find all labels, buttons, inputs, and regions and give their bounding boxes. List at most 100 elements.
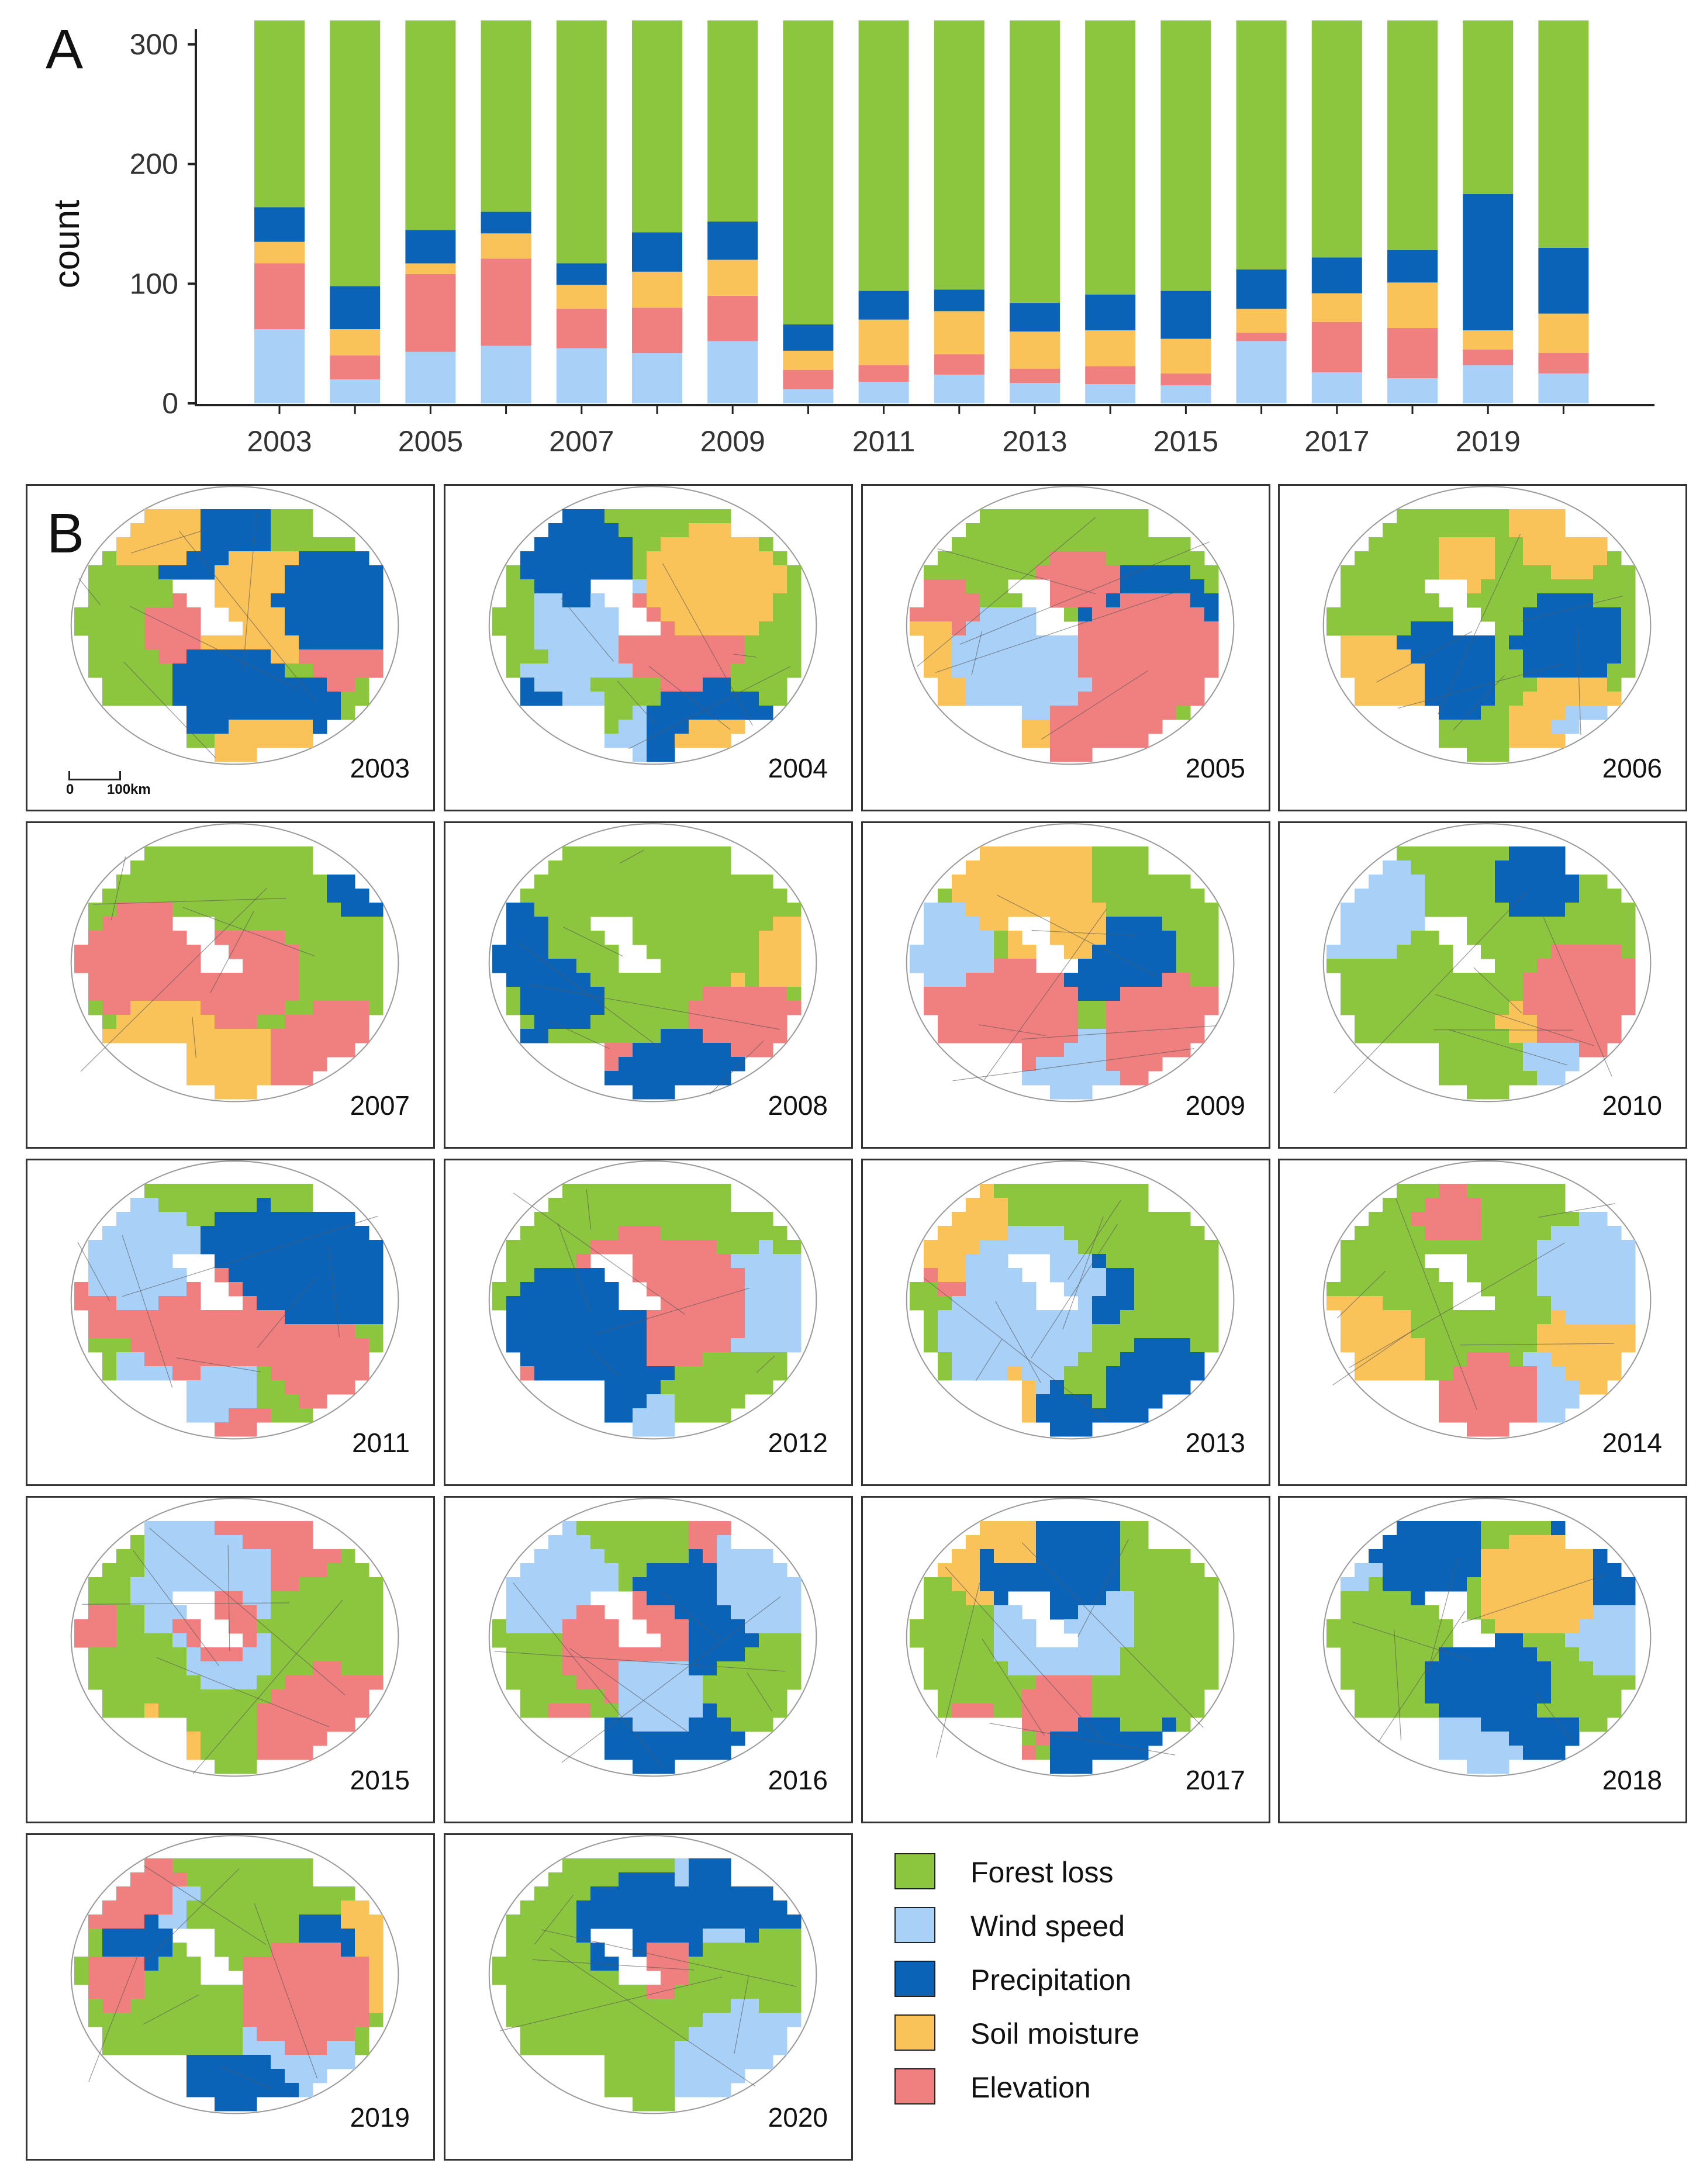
map-cell	[1369, 1675, 1383, 1690]
map-cell	[1411, 973, 1425, 987]
map-cell	[745, 903, 759, 917]
map-cell	[1481, 1043, 1495, 1058]
map-cell	[327, 593, 341, 608]
map-cell	[576, 664, 591, 678]
map-cell	[271, 1380, 285, 1395]
map-cell	[520, 579, 535, 594]
map-cell	[787, 1591, 802, 1606]
map-cell	[548, 875, 563, 889]
map-cell	[689, 509, 703, 524]
province-boundary	[227, 1545, 230, 1651]
map-cell	[285, 1212, 299, 1226]
map-cell	[215, 706, 229, 720]
map-cell	[506, 1619, 521, 1634]
map-cell	[1537, 1282, 1552, 1297]
map-cell	[787, 931, 802, 945]
map-cell	[745, 1591, 759, 1606]
map-cell	[717, 931, 731, 945]
map-cell	[1481, 1198, 1495, 1212]
map-cell	[271, 903, 285, 917]
map-cell	[1204, 1591, 1219, 1606]
map-cell	[1397, 1310, 1411, 1325]
map-cell	[1411, 1282, 1425, 1297]
map-cell	[604, 1661, 619, 1676]
map-cell	[257, 917, 271, 931]
map-cell	[661, 649, 675, 664]
map-cell	[1120, 917, 1135, 931]
map-cell	[1565, 1380, 1580, 1395]
map-cell	[1425, 1184, 1439, 1198]
map-cell	[1008, 1240, 1023, 1255]
map-cell	[1551, 1605, 1566, 1620]
map-cell	[74, 959, 89, 973]
map-cell	[1467, 1535, 1481, 1550]
map-cell	[590, 1324, 605, 1339]
map-cell	[243, 1268, 257, 1283]
map-cell	[661, 1689, 675, 1704]
map-cell	[243, 1001, 257, 1015]
map-cell	[1092, 1043, 1107, 1058]
map-cell	[299, 903, 313, 917]
map-cell	[924, 649, 938, 664]
map-cell	[271, 635, 285, 650]
map-cell	[1467, 1015, 1481, 1029]
map-cell	[1162, 1296, 1177, 1311]
map-cell	[759, 1268, 773, 1283]
map-cell	[1078, 1703, 1093, 1718]
map-cell	[1411, 678, 1425, 692]
map-cell	[271, 1408, 285, 1423]
map-cell	[731, 1633, 745, 1648]
map-cell	[1078, 537, 1093, 552]
map-cell	[1551, 1310, 1566, 1325]
map-cell	[1134, 987, 1149, 1001]
map-cell	[299, 1661, 313, 1676]
map-cell	[1162, 1366, 1177, 1381]
map-cell	[1204, 1577, 1219, 1592]
map-cell	[1467, 1324, 1481, 1339]
map-cell	[271, 973, 285, 987]
map-cell	[938, 1324, 952, 1339]
map-cell	[1036, 1001, 1051, 1015]
map-cell	[994, 607, 1008, 622]
map-cell	[1022, 1633, 1037, 1648]
map-cell	[257, 931, 271, 945]
map-cell	[355, 649, 369, 664]
map-cell	[675, 931, 689, 945]
map-cell	[604, 720, 619, 734]
map-cell	[647, 1184, 661, 1198]
map-cell	[172, 1703, 187, 1718]
map-cell	[675, 1408, 689, 1423]
map-cell	[1008, 1577, 1023, 1592]
map-cell	[130, 1282, 145, 1297]
map-cell	[271, 579, 285, 594]
map-cell	[703, 551, 717, 566]
map-cell	[299, 889, 313, 903]
map-cell	[717, 846, 731, 861]
map-cell	[1022, 1029, 1037, 1043]
map-cell	[1593, 945, 1608, 959]
map-cell	[116, 593, 131, 608]
map-cell	[229, 1212, 243, 1226]
map-cell	[1176, 1577, 1191, 1592]
map-cell	[1481, 1746, 1495, 1760]
map-cell	[1106, 1282, 1121, 1297]
bar-2018-precipitation	[1387, 250, 1438, 283]
map-cell	[604, 861, 619, 875]
map-cell	[548, 1282, 563, 1297]
map-cell	[1383, 1703, 1397, 1718]
map-cell	[1120, 607, 1135, 622]
map-cell	[1369, 1563, 1383, 1578]
map-cell	[1022, 1071, 1037, 1086]
country-outline	[906, 1160, 1235, 1440]
map-cell	[1481, 1268, 1495, 1283]
map-cell	[759, 959, 773, 973]
map-cell	[1134, 1071, 1149, 1086]
map-cell	[1078, 861, 1093, 875]
map-cell	[355, 692, 369, 706]
map-cell	[689, 987, 703, 1001]
map-cell	[271, 509, 285, 524]
map-cell	[313, 875, 327, 889]
map-cell	[1369, 931, 1383, 945]
province-boundary	[156, 1657, 329, 1727]
map-cell	[341, 1619, 355, 1634]
